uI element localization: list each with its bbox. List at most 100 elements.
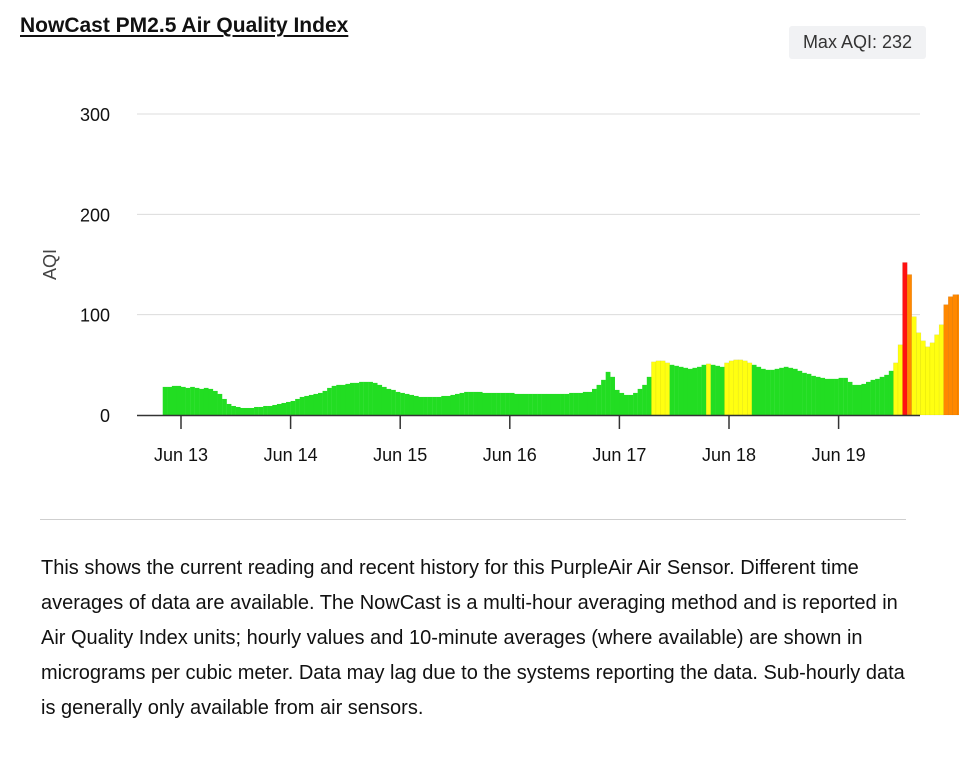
aqi-bar [308, 394, 314, 415]
aqi-bar [619, 392, 625, 415]
aqi-bar [208, 388, 214, 415]
aqi-bar [171, 385, 177, 415]
aqi-bar [194, 387, 200, 415]
aqi-bar [203, 387, 209, 415]
aqi-bar [235, 406, 241, 415]
aqi-bar [728, 360, 734, 416]
aqi-bar [587, 391, 593, 415]
aqi-bar [838, 377, 844, 415]
aqi-bar [331, 385, 337, 415]
aqi-bar [756, 366, 762, 415]
aqi-bar [870, 379, 876, 415]
description-text: This shows the current reading and recen… [41, 557, 905, 719]
aqi-bar [911, 316, 917, 416]
aqi-bar [701, 364, 707, 415]
aqi-bar [368, 381, 373, 415]
aqi-bar [541, 393, 547, 415]
aqi-bar [856, 384, 862, 415]
aqi-bar [281, 402, 287, 415]
aqi-bar [181, 386, 186, 415]
aqi-bar [231, 405, 236, 415]
aqi-bar [555, 393, 561, 415]
aqi-bar [957, 294, 959, 416]
aqi-bar [811, 375, 816, 415]
aqi-bar [409, 394, 415, 415]
aqi-bar [733, 359, 739, 416]
aqi-bar [482, 392, 488, 415]
aqi-bar [464, 391, 469, 415]
aqi-bar [518, 393, 524, 415]
aqi-bar [861, 383, 867, 415]
aqi-bar [943, 304, 949, 416]
aqi-bar [455, 393, 460, 415]
aqi-bar [788, 367, 794, 415]
aqi-bar [263, 405, 268, 415]
aqi-bar [879, 376, 885, 415]
aqi-bar [765, 369, 771, 415]
aqi-bar [605, 371, 611, 415]
aqi-bar [372, 382, 378, 415]
y-tick-label: 0 [100, 406, 110, 426]
aqi-bar [929, 342, 935, 416]
aqi-bar [802, 372, 807, 415]
aqi-bar [934, 334, 940, 416]
aqi-bar [806, 373, 812, 415]
aqi-bar [601, 379, 606, 415]
aqi-bar [217, 393, 223, 415]
aqi-bar [377, 384, 383, 415]
aqi-bar [276, 403, 282, 415]
aqi-bar [459, 392, 465, 415]
aqi-bar [952, 294, 958, 416]
aqi-bar [423, 396, 428, 415]
aqi-bar [523, 393, 529, 415]
aqi-chart-svg: 0 100 200 300 Jun 13 Jun 14 Jun 15 Jun 16 Jun 17… [40, 105, 959, 465]
aqi-bar [902, 262, 908, 416]
aqi-bar [596, 384, 602, 415]
chart-grid [137, 113, 920, 316]
aqi-bar [797, 370, 803, 415]
aqi-bar [395, 391, 401, 415]
aqi-bar [724, 362, 730, 416]
x-tick-label: Jun 18 [702, 445, 756, 465]
aqi-bar [770, 369, 775, 415]
aqi-bar [528, 393, 533, 415]
aqi-bar [564, 393, 570, 415]
x-tick-label: Jun 16 [483, 445, 537, 465]
aqi-bar [391, 389, 396, 415]
aqi-bar [815, 376, 821, 415]
aqi-bar [249, 407, 255, 415]
aqi-bar [925, 346, 931, 416]
aqi-bar [386, 388, 392, 415]
aqi-bar [486, 392, 492, 415]
aqi-bar [363, 381, 369, 415]
aqi-bar [190, 386, 195, 415]
section-divider [40, 519, 906, 520]
aqi-bar [664, 362, 670, 416]
y-axis-label: AQI [40, 249, 60, 280]
aqi-bar [651, 361, 657, 416]
aqi-bar [888, 370, 894, 415]
aqi-bar [432, 396, 437, 415]
x-tick-label: Jun 17 [592, 445, 646, 465]
aqi-bar [683, 367, 689, 415]
aqi-bar [226, 403, 232, 415]
aqi-bar [824, 378, 830, 415]
aqi-bar [592, 388, 597, 415]
aqi-bar [582, 391, 588, 415]
y-tick-label: 300 [80, 105, 110, 125]
aqi-bar [866, 381, 871, 415]
aqi-bar [655, 360, 661, 416]
aqi-bar [436, 396, 442, 415]
chart-bars [162, 262, 959, 416]
x-tick-label: Jun 14 [264, 445, 318, 465]
aqi-bar [254, 406, 259, 415]
aqi-bar [569, 392, 574, 415]
x-tick-label: Jun 13 [154, 445, 208, 465]
aqi-bar [742, 360, 748, 416]
aqi-bar [299, 396, 305, 415]
aqi-bar [199, 388, 204, 415]
aqi-bar [783, 366, 789, 415]
aqi-bar [477, 391, 483, 415]
aqi-bar [573, 392, 579, 415]
aqi-bar [318, 392, 323, 415]
